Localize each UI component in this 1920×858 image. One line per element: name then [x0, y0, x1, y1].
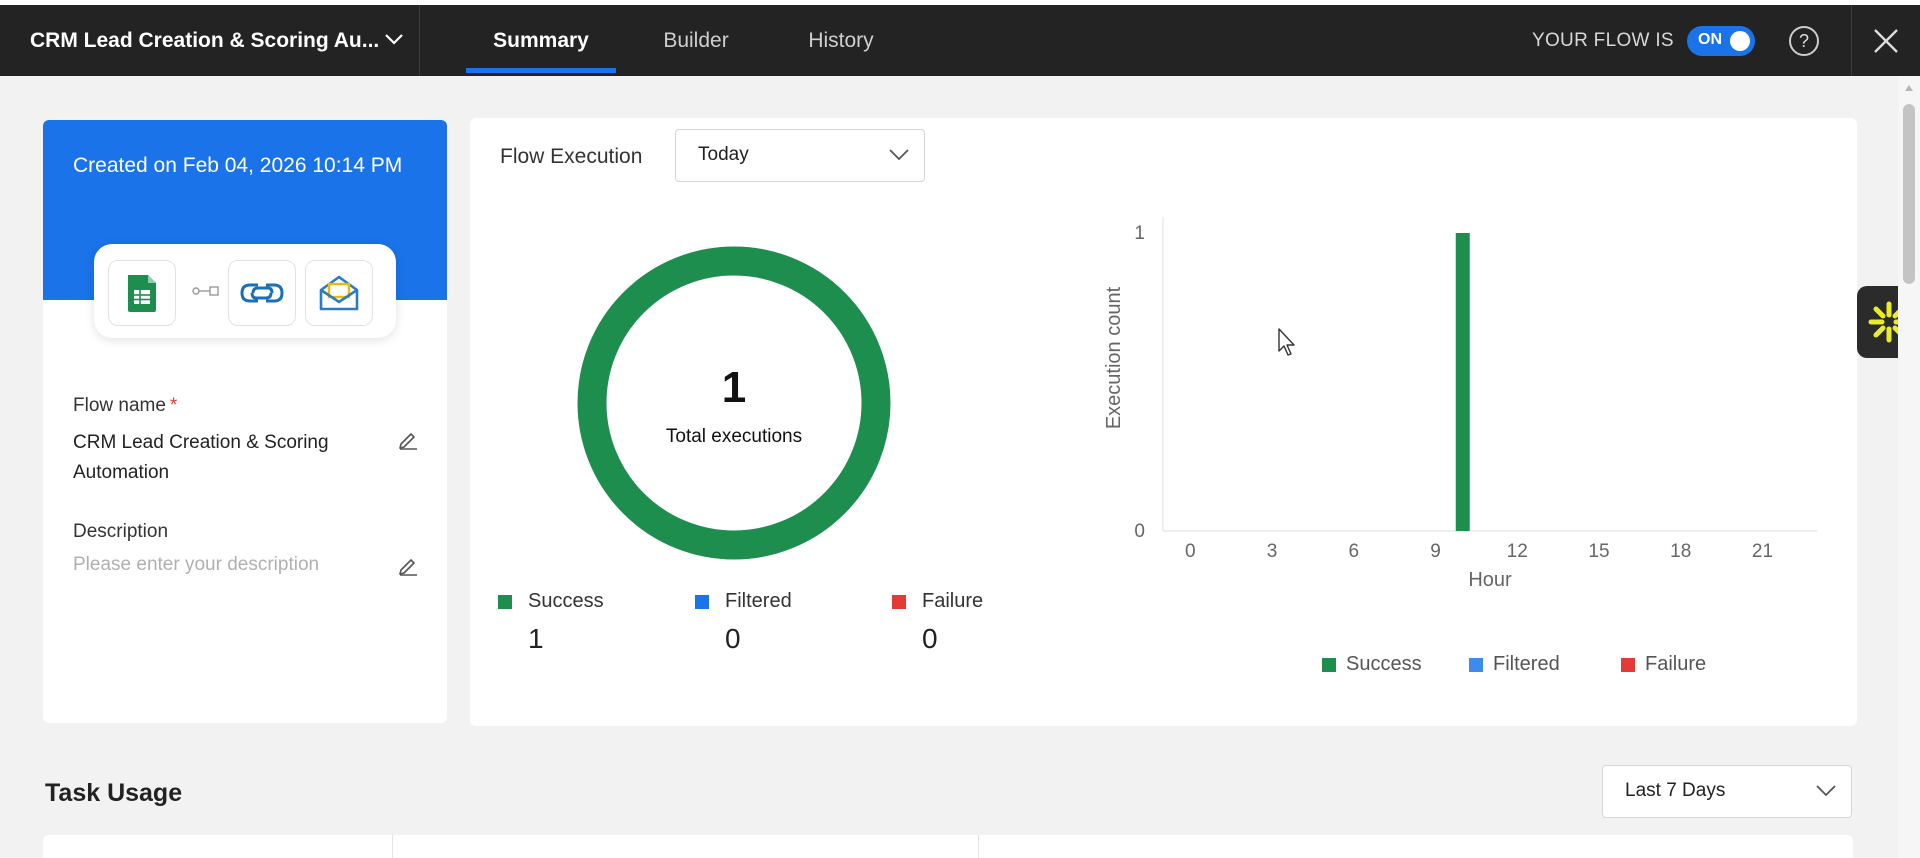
legend-filtered-label: Filtered	[1493, 653, 1560, 675]
chart-x-tick-label: 6	[1348, 541, 1359, 562]
stat-failure-value: 0	[922, 623, 938, 654]
execution-period-select[interactable]: Today	[675, 129, 925, 182]
chart-x-tick-label: 15	[1588, 541, 1609, 562]
task-usage-period-select[interactable]: Last 7 Days	[1602, 765, 1852, 818]
zoho-crm-icon	[228, 260, 296, 326]
mouse-cursor-icon	[1278, 328, 1295, 356]
google-sheets-icon	[108, 260, 176, 326]
stat-failure-label: Failure	[922, 590, 984, 612]
help-button[interactable]: ?	[1789, 26, 1819, 56]
flow-info-card: Created on Feb 04, 2026 10:14 PM	[43, 120, 447, 723]
chart-x-tick-label: 12	[1507, 541, 1528, 562]
stat-success-value: 1	[528, 623, 544, 654]
task-usage-title: Task Usage	[45, 779, 183, 807]
required-asterisk: *	[169, 395, 178, 416]
close-icon	[1874, 28, 1898, 53]
flow-execution-card: Flow Execution Today 1 Total executions …	[470, 118, 1857, 726]
flow-name-value: CRM Lead Creation & Scoring Automation	[73, 432, 329, 483]
legend-filtered-swatch	[1469, 657, 1483, 672]
total-executions-count: 1	[721, 363, 747, 412]
filtered-swatch	[695, 594, 709, 609]
chart-x-tick-label: 0	[1185, 541, 1196, 562]
legend-success-label: Success	[1346, 653, 1422, 675]
chevron-down-icon	[1816, 785, 1836, 797]
apps-box	[94, 244, 396, 338]
stat-success: Success 1	[498, 590, 604, 655]
failure-swatch	[892, 594, 906, 609]
description-input[interactable]: Please enter your description	[73, 554, 320, 575]
task-usage-divider	[392, 835, 393, 858]
task-usage-period-value: Last 7 Days	[1625, 780, 1726, 801]
chart-x-tick-label: 9	[1430, 541, 1441, 562]
toggle-knob	[1730, 31, 1750, 51]
chart-y-tick-label: 1	[1134, 223, 1145, 244]
toggle-state-text: ON	[1698, 31, 1722, 48]
execution-period-value: Today	[698, 144, 749, 165]
tab-bar: Summary Builder History	[466, 5, 906, 76]
stat-filtered: Filtered 0	[695, 590, 792, 655]
legend-failure-label: Failure	[1645, 653, 1707, 675]
chart-x-axis-title: Hour	[1468, 569, 1512, 591]
legend-success-swatch	[1322, 657, 1336, 672]
description-label: Description	[73, 521, 169, 542]
connector-icon	[192, 286, 219, 296]
flow-switcher[interactable]: CRM Lead Creation & Scoring Au...	[0, 5, 420, 76]
close-button[interactable]	[1851, 5, 1920, 76]
edit-flow-name-icon[interactable]	[397, 428, 419, 450]
help-icon: ?	[1798, 30, 1809, 51]
top-strip	[0, 0, 1920, 5]
chart-x-tick-label: 3	[1267, 541, 1278, 562]
task-usage-card	[43, 835, 1853, 858]
tab-builder[interactable]: Builder	[663, 28, 729, 52]
created-date: Created on Feb 04, 2026 10:14 PM	[73, 154, 403, 177]
chart-y-tick-label: 0	[1134, 521, 1145, 542]
chevron-down-icon	[385, 34, 403, 45]
chart-legend-success: Success	[1322, 653, 1422, 676]
chart-bar-success	[1455, 233, 1470, 531]
chart-legend-filtered: Filtered	[1469, 653, 1560, 676]
chart-x-tick-label: 18	[1670, 541, 1691, 562]
chart-legend-failure: Failure	[1621, 653, 1706, 676]
chart-x-tick-label: 21	[1752, 541, 1773, 562]
stat-failure: Failure 0	[892, 590, 983, 655]
mail-icon	[305, 260, 373, 326]
app-header: CRM Lead Creation & Scoring Au... Summar…	[0, 5, 1920, 76]
chart-y-axis-title: Execution count	[1103, 286, 1125, 429]
scroll-up-arrow-icon[interactable]	[1904, 84, 1914, 92]
edit-description-icon[interactable]	[397, 554, 419, 576]
flow-title: CRM Lead Creation & Scoring Au...	[30, 28, 380, 52]
stat-filtered-value: 0	[725, 623, 741, 654]
executions-donut-chart	[577, 246, 891, 560]
flow-name-label: Flow name *	[73, 395, 178, 416]
legend-failure-swatch	[1621, 657, 1635, 672]
tab-history[interactable]: History	[808, 28, 874, 52]
total-executions-label: Total executions	[665, 426, 803, 447]
tab-summary[interactable]: Summary	[466, 5, 616, 76]
flow-status-toggle[interactable]: ON	[1687, 26, 1755, 56]
flow-execution-title: Flow Execution	[500, 145, 643, 168]
scrollbar-thumb[interactable]	[1903, 104, 1915, 284]
stat-filtered-label: Filtered	[725, 590, 792, 612]
success-swatch	[498, 594, 512, 609]
task-usage-divider	[978, 835, 979, 858]
stat-success-label: Success	[528, 590, 604, 612]
chevron-down-icon	[889, 149, 909, 161]
flow-status-label: YOUR FLOW IS	[1532, 30, 1674, 51]
